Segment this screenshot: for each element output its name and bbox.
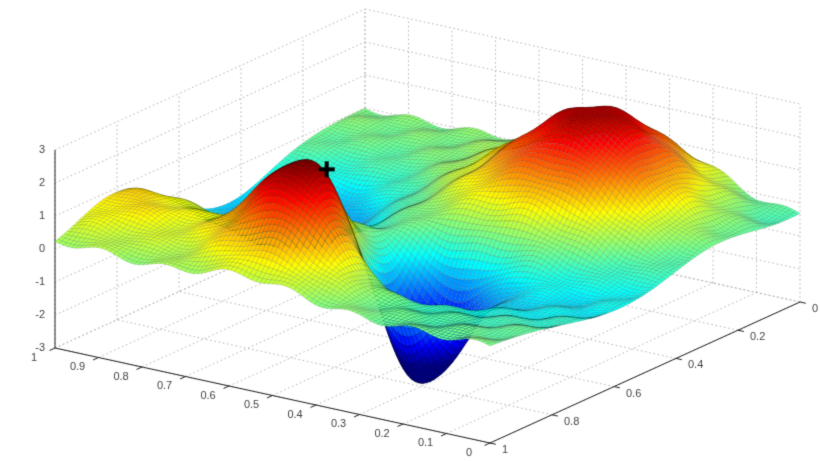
surface-plot-canvas: [0, 0, 820, 461]
matlab-3d-surface-figure: [0, 0, 820, 461]
